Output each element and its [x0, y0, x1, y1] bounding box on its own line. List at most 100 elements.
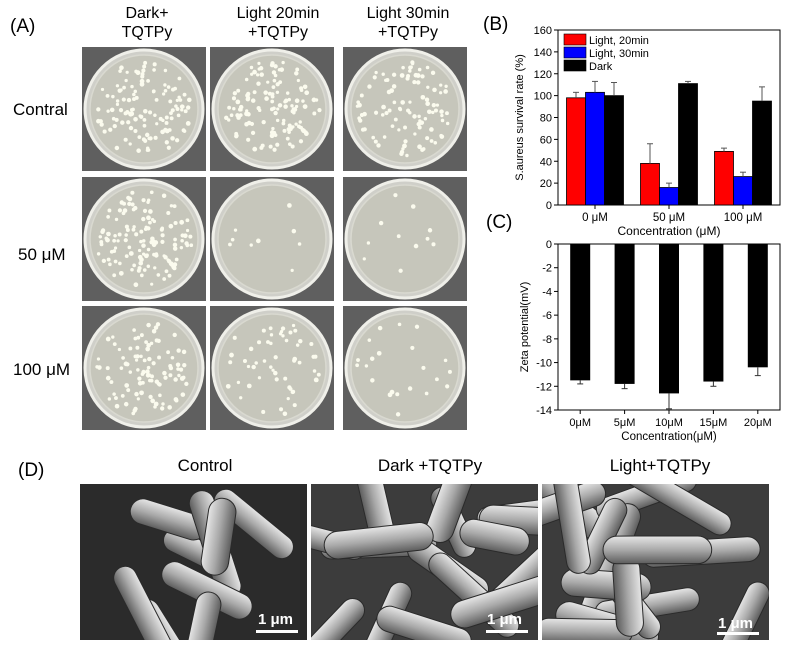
y-tick-label: -10 — [536, 358, 552, 370]
colony — [119, 88, 123, 92]
y-tick-label: 0 — [546, 200, 552, 212]
colony — [396, 234, 401, 239]
colony — [107, 208, 112, 213]
y-tick-label: 40 — [540, 156, 552, 168]
error-bar — [710, 381, 717, 387]
colony — [135, 345, 140, 350]
colony — [153, 240, 159, 245]
colony — [163, 68, 168, 73]
colony — [96, 357, 101, 361]
colony — [166, 145, 171, 150]
colony — [412, 79, 417, 85]
colony — [130, 267, 134, 272]
colony — [175, 362, 181, 367]
colony — [423, 117, 428, 121]
colony — [256, 81, 261, 86]
colony — [185, 243, 190, 248]
colony — [297, 242, 302, 246]
colony — [235, 113, 240, 118]
colony — [182, 129, 187, 133]
colony — [106, 214, 110, 219]
scale-bar — [256, 630, 298, 633]
colony — [181, 104, 185, 109]
error-bar — [592, 80, 598, 93]
colony — [142, 358, 147, 363]
sem-title-dark: Dark +TQTPy — [377, 456, 483, 475]
colony — [376, 143, 381, 148]
colony — [283, 104, 288, 109]
colony — [225, 383, 231, 389]
colony — [177, 76, 182, 81]
colony — [360, 127, 366, 132]
colony — [184, 381, 189, 387]
colony — [139, 354, 143, 359]
colony — [148, 378, 152, 383]
colony — [314, 378, 319, 383]
scale-bar — [486, 630, 528, 633]
colony — [440, 113, 444, 118]
colony — [111, 116, 116, 121]
colony — [398, 268, 403, 273]
colony — [154, 253, 159, 258]
colony — [266, 80, 270, 84]
petri-dish-photo — [211, 48, 333, 170]
colony — [238, 113, 243, 118]
colony — [293, 328, 298, 333]
colony — [115, 99, 120, 103]
x-tick-label: 5μM — [614, 417, 636, 429]
colony — [236, 88, 241, 93]
colony — [154, 338, 159, 343]
colony — [99, 122, 104, 127]
colony — [132, 263, 136, 268]
colony — [229, 113, 234, 118]
colony — [126, 97, 132, 103]
colony — [117, 208, 123, 213]
colony — [298, 125, 302, 130]
colony — [134, 391, 139, 397]
colony — [262, 359, 267, 363]
colony — [239, 396, 243, 400]
colony — [174, 104, 178, 108]
colony — [283, 376, 288, 381]
colony — [107, 397, 112, 401]
colony — [371, 135, 376, 140]
colony — [96, 107, 101, 112]
colony — [123, 401, 129, 407]
colony — [279, 67, 285, 72]
colony — [114, 403, 120, 409]
colony — [141, 68, 146, 73]
bar — [604, 95, 624, 206]
colony — [248, 346, 254, 352]
colony — [232, 106, 236, 111]
y-tick-label: -2 — [542, 263, 552, 275]
colony — [151, 361, 156, 366]
colony — [431, 110, 435, 115]
colony — [244, 122, 249, 127]
colony — [356, 100, 360, 104]
colony — [417, 67, 422, 72]
colony — [152, 219, 157, 224]
petri-dish-photo — [83, 48, 205, 170]
colony — [284, 338, 289, 343]
colony — [276, 107, 280, 111]
colony — [114, 145, 120, 151]
colony — [128, 142, 132, 146]
colony — [109, 107, 115, 113]
colony — [170, 355, 175, 360]
colony — [424, 97, 430, 102]
column-header-line2: +TQTPy — [247, 24, 308, 41]
colony — [425, 101, 430, 107]
colony — [118, 69, 122, 73]
colony — [270, 61, 275, 66]
colony — [427, 228, 433, 233]
petri-dish-photo — [344, 48, 466, 170]
colony — [141, 137, 146, 142]
bacterium-rod — [618, 484, 732, 536]
colony — [406, 74, 411, 79]
panel-d-label: (D) — [18, 460, 45, 481]
colony — [148, 394, 153, 399]
colony — [133, 336, 138, 341]
colony — [111, 335, 115, 339]
colony — [145, 373, 151, 378]
colony — [151, 329, 157, 334]
